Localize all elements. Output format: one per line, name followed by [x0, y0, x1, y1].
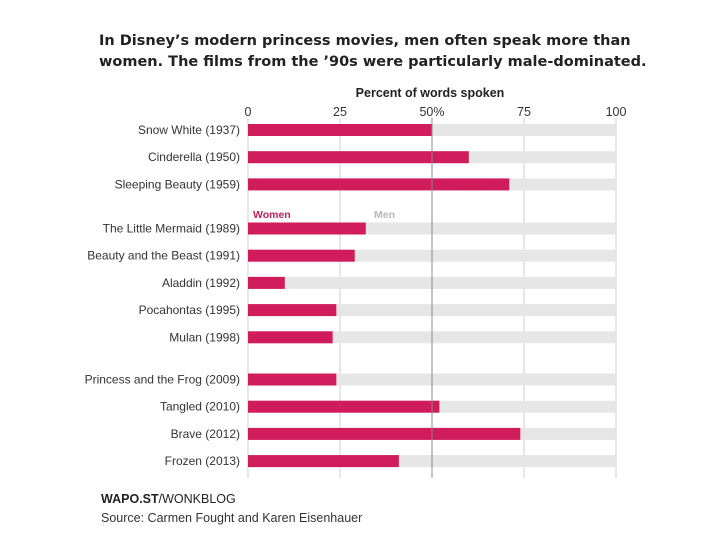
x-tick-label: 25	[333, 105, 347, 119]
bar-women	[248, 427, 521, 440]
x-tick-label: 75	[517, 105, 531, 119]
bar-women	[248, 151, 469, 164]
bar-women	[248, 249, 355, 262]
bar-women	[248, 400, 440, 413]
category-label: Princess and the Frog (2009)	[85, 373, 240, 387]
category-label: Sleeping Beauty (1959)	[115, 177, 240, 191]
legend-women: Women	[253, 209, 291, 221]
category-label: Aladdin (1992)	[162, 276, 240, 290]
bar-women	[248, 124, 432, 136]
category-label: Snow White (1937)	[138, 123, 240, 137]
bar-women	[248, 276, 285, 289]
category-label: Brave (2012)	[171, 427, 240, 441]
chart-title: In Disney’s modern princess movies, men …	[99, 33, 647, 70]
brand-name: WAPO.ST	[101, 492, 159, 506]
legend-men: Men	[374, 209, 395, 221]
source-note: Source: Carmen Fought and Karen Eisenhau…	[101, 511, 363, 525]
brand-section: /WONKBLOG	[158, 492, 236, 506]
bar-women	[248, 178, 510, 191]
bar-women	[248, 455, 399, 468]
category-label: Frozen (2013)	[165, 454, 240, 468]
x-tick-label: 100	[606, 105, 627, 119]
category-label: Cinderella (1950)	[148, 150, 240, 164]
category-label: Pocahontas (1995)	[139, 303, 240, 317]
bar-women	[248, 331, 333, 344]
category-labels: Snow White (1937) Cinderella (1950) Sleepi…	[85, 123, 240, 468]
category-label: The Little Mermaid (1989)	[103, 222, 240, 236]
x-axis-ticks: 0 25 50% 75 100	[245, 105, 627, 119]
x-tick-label: 0	[245, 105, 252, 119]
x-tick-label: 50%	[419, 105, 444, 119]
category-label: Tangled (2010)	[160, 400, 240, 414]
x-axis-title: Percent of words spoken	[356, 86, 505, 100]
grid-lines	[247, 118, 617, 478]
footer-brand: WAPO.ST/WONKBLOG	[101, 492, 236, 506]
category-label: Beauty and the Beast (1991)	[87, 249, 240, 263]
bar-women	[248, 304, 337, 317]
bar-women	[248, 222, 366, 235]
category-label: Mulan (1998)	[169, 330, 240, 344]
bar-women	[248, 373, 337, 386]
